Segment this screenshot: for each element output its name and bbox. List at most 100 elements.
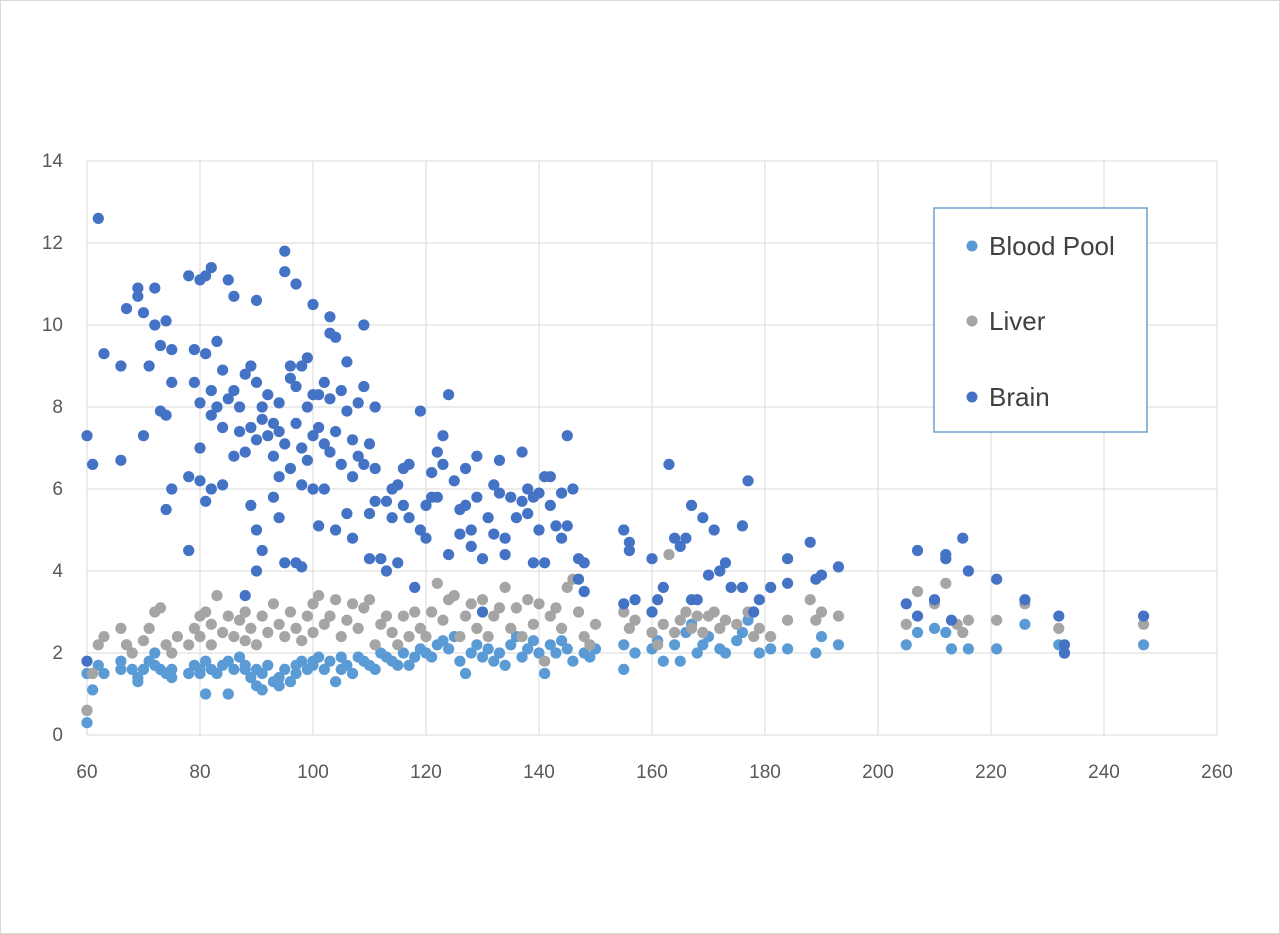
x-tick-label: 60 xyxy=(76,762,97,783)
data-point xyxy=(431,446,443,458)
data-point xyxy=(188,622,200,635)
data-point xyxy=(516,631,528,643)
legend-label-brain: Brain xyxy=(989,382,1050,412)
data-point xyxy=(346,532,359,544)
data-point xyxy=(307,430,319,442)
data-point xyxy=(550,520,562,532)
data-point xyxy=(911,626,924,639)
data-point xyxy=(431,491,443,503)
data-point xyxy=(900,618,912,630)
data-point xyxy=(205,618,217,630)
data-point xyxy=(471,622,483,635)
data-point xyxy=(1019,618,1031,630)
data-point xyxy=(154,602,167,614)
data-point xyxy=(533,598,545,610)
data-point xyxy=(307,598,319,610)
data-point xyxy=(363,594,376,606)
data-point xyxy=(154,339,167,352)
data-point xyxy=(1058,647,1071,659)
data-point xyxy=(115,360,127,372)
data-point xyxy=(358,458,370,470)
data-point xyxy=(358,319,370,331)
data-point xyxy=(544,499,556,511)
data-point xyxy=(623,544,636,557)
data-point xyxy=(296,635,308,647)
data-point xyxy=(245,421,257,434)
data-point xyxy=(629,614,641,626)
data-point xyxy=(211,590,223,602)
data-point xyxy=(488,610,500,622)
data-point xyxy=(567,483,579,495)
y-tick-label: 6 xyxy=(52,479,63,500)
data-point xyxy=(578,557,590,569)
data-point xyxy=(533,487,545,499)
data-point xyxy=(437,458,449,470)
data-point xyxy=(556,487,568,499)
data-point xyxy=(765,631,777,643)
data-point xyxy=(815,631,828,643)
data-point xyxy=(928,622,941,635)
data-point xyxy=(561,520,573,532)
data-point xyxy=(1058,639,1071,651)
data-point xyxy=(307,298,319,311)
data-point xyxy=(132,282,144,294)
data-point xyxy=(346,667,359,680)
data-point xyxy=(578,631,590,643)
data-point xyxy=(471,450,483,462)
data-point xyxy=(346,598,359,610)
data-point xyxy=(437,635,449,647)
data-point xyxy=(804,594,816,606)
data-point xyxy=(714,622,726,635)
data-point xyxy=(137,307,150,319)
data-point xyxy=(233,401,246,413)
data-point xyxy=(646,626,658,639)
data-point xyxy=(341,614,353,626)
data-point xyxy=(403,659,415,671)
data-point xyxy=(273,680,285,692)
data-point xyxy=(991,573,1003,585)
data-point xyxy=(363,553,376,565)
data-point xyxy=(589,618,602,630)
data-point xyxy=(753,594,765,606)
data-point xyxy=(409,651,421,663)
data-point xyxy=(945,643,958,655)
data-point xyxy=(420,532,432,544)
data-point xyxy=(499,549,511,561)
data-point xyxy=(273,512,285,524)
data-point xyxy=(132,290,144,302)
data-point xyxy=(318,618,330,630)
data-point xyxy=(782,577,794,589)
data-point xyxy=(205,639,217,651)
data-point xyxy=(539,655,551,667)
data-point xyxy=(1019,594,1031,606)
x-tick-label: 240 xyxy=(1088,762,1120,783)
data-point xyxy=(301,610,313,622)
data-point xyxy=(290,622,302,635)
data-point xyxy=(290,667,302,680)
data-point xyxy=(87,667,99,680)
data-point xyxy=(697,639,709,651)
data-point xyxy=(544,471,556,483)
data-point xyxy=(358,602,370,614)
data-point xyxy=(522,507,534,520)
data-point xyxy=(657,581,669,594)
data-point xyxy=(940,626,952,639)
data-point xyxy=(748,606,760,618)
data-point xyxy=(578,585,590,598)
data-point xyxy=(465,647,477,659)
data-point xyxy=(736,581,749,594)
data-point xyxy=(708,606,720,618)
data-point xyxy=(183,544,195,557)
data-point xyxy=(137,430,150,442)
data-point xyxy=(256,610,268,622)
data-point xyxy=(471,639,483,651)
data-point xyxy=(194,631,206,643)
data-point xyxy=(273,426,285,438)
data-point xyxy=(284,372,296,384)
data-point xyxy=(940,553,952,565)
data-point xyxy=(335,631,347,643)
data-point xyxy=(991,614,1003,626)
data-point xyxy=(290,417,302,429)
data-point xyxy=(296,442,308,454)
